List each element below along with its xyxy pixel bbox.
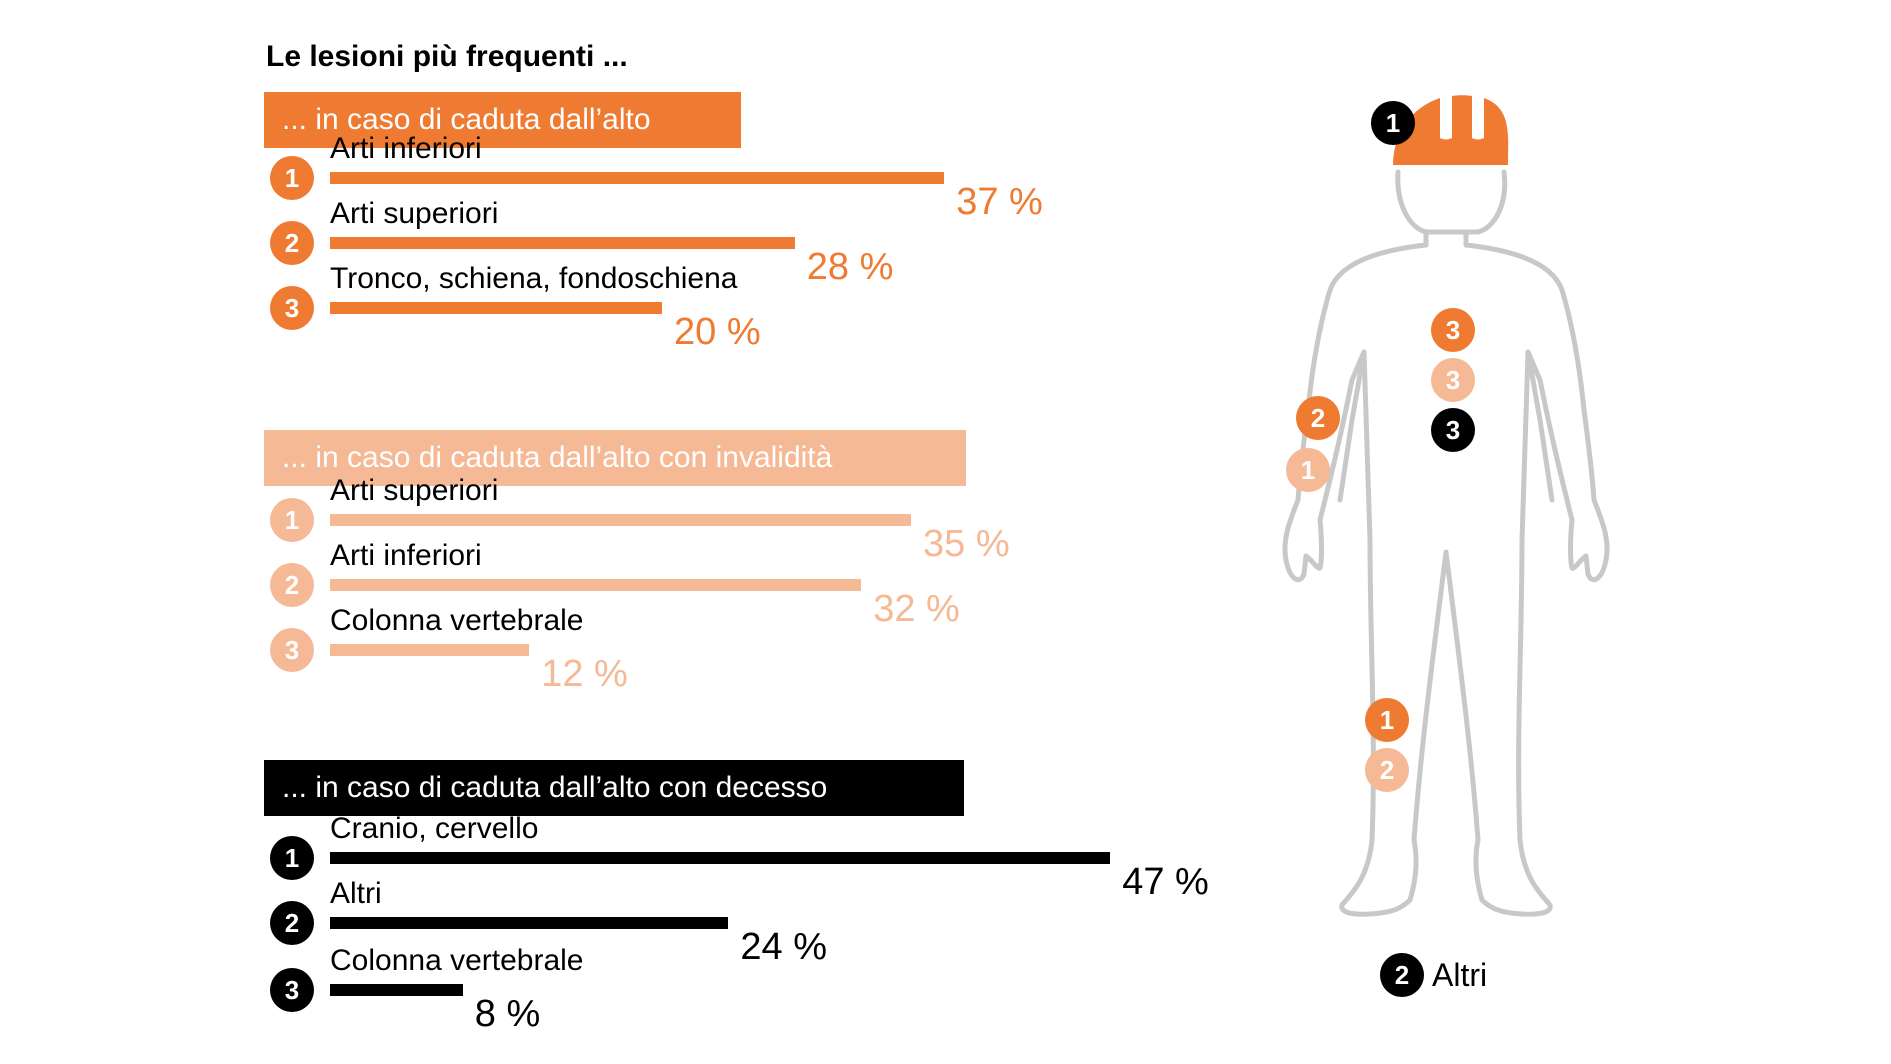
bar [330,917,729,929]
right-arm-inner-line [1525,349,1555,503]
value-label: 32 % [873,588,960,630]
category-label: Arti superiori [330,197,499,230]
value-label: 28 % [806,246,894,288]
rank-badge: 1 [270,498,314,542]
category-label: Colonna vertebrale [330,604,584,637]
value-label: 24 % [740,926,828,968]
rank-badge: 2 [270,901,314,945]
bar [330,852,1111,864]
bar [330,514,911,526]
rank-badge: 1 [270,836,314,880]
rank-badge: 3 [270,968,314,1012]
category-label: Arti inferiori [330,539,482,572]
value-label: 20 % [674,311,761,353]
helmet-icon [1393,95,1509,165]
value-label: 8 % [474,993,541,1035]
rank-badge: 2 [270,221,314,265]
left-arm-inner-line [1337,349,1367,503]
body-outline [1282,229,1610,917]
category-label: Colonna vertebrale [330,944,584,977]
main-title: Le lesioni più frequenti ... [266,40,628,73]
bar [330,172,945,184]
head-outline [1395,169,1508,235]
category-label: Cranio, cervello [330,812,539,845]
body-marker-leg: 1 [1365,698,1409,742]
section-header-2: ... in caso di caduta dall’alto con inva… [264,430,966,486]
value-label: 47 % [1122,861,1209,903]
bar [330,302,662,314]
value-label: 12 % [541,653,628,695]
category-label: Arti inferiori [330,132,482,165]
body-marker-trunk: 3 [1431,408,1475,452]
bar [330,644,530,656]
category-label: Arti superiori [330,474,499,507]
body-marker-arm: 2 [1296,396,1340,440]
section-header-1: ... in caso di caduta dall’alto [264,92,741,148]
legend-badge: 2 [1380,953,1424,997]
body-marker-trunk: 3 [1431,358,1475,402]
value-label: 37 % [956,181,1043,223]
rank-badge: 2 [270,563,314,607]
legend-label: Altri [1432,957,1488,993]
value-label: 35 % [923,523,1010,565]
bar [330,579,862,591]
bar [330,984,463,996]
category-label: Altri [330,877,382,910]
rank-badge: 3 [270,286,314,330]
bar [330,237,795,249]
body-marker-leg: 2 [1365,748,1409,792]
category-label: Tronco, schiena, fondoschiena [330,262,738,295]
rank-badge: 3 [270,628,314,672]
body-marker-head: 1 [1371,101,1415,145]
section-header-3: ... in caso di caduta dall’alto con dece… [264,760,964,816]
body-marker-trunk: 3 [1431,308,1475,352]
rank-badge: 1 [270,156,314,200]
body-marker-arm: 1 [1286,448,1330,492]
